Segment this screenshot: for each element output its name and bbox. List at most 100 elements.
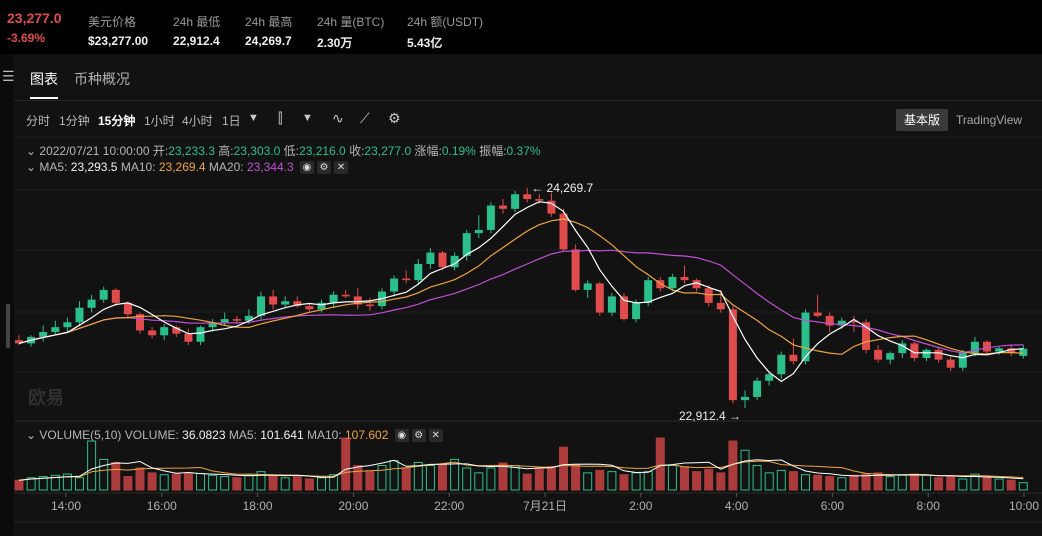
stat-label: 24h 额(USDT) [407,15,484,29]
volume-bar [123,476,133,491]
candle-body [27,336,36,344]
volume-bar [486,467,496,491]
volume-eye-icon[interactable]: ◉ [394,429,409,443]
volume-bar [171,473,181,491]
volume-bar [680,466,689,491]
volume-chevron-icon[interactable]: ⌄ [26,428,37,442]
timeframe-15m[interactable]: 15分钟 [98,114,136,128]
drawing-ruler-icon[interactable]: ⟋ [360,110,370,126]
tab-chart[interactable]: 图表 [30,71,58,87]
volume-bar [280,477,290,491]
candlestick-type-icon[interactable]: ⫿ [278,110,283,126]
volume-bar [62,473,72,491]
candle-body [148,330,157,336]
volume-bar [244,474,254,491]
volume-bar [401,467,411,491]
candle-body [874,349,883,360]
volume-bar [462,467,472,491]
change-label: 涨幅: [414,144,442,158]
candle-body [208,322,217,328]
amplitude-value: 0.37% [506,144,541,158]
candle-body [656,280,665,289]
candle-body [87,299,96,308]
volume-bar [26,477,36,491]
volume-bar [341,437,351,491]
x-tick-label: 14:00 [51,499,81,513]
volume-bar [752,465,762,491]
mode-basic[interactable]: 基本版 [896,109,949,131]
candle-body [620,296,628,320]
candle-body [813,312,822,316]
candle-body [462,233,471,256]
low-value: 23,216.0 [299,144,346,158]
watermark: 欧易 [28,387,64,408]
tab-coin-overview[interactable]: 币种概况 [74,71,130,87]
volume-ma5-value: 101.641 [260,428,304,442]
timeframe-1m[interactable]: 1分钟 [59,114,90,128]
timeframe-4h[interactable]: 4小时 [182,114,213,128]
volume-bar [934,477,944,491]
x-tick-label: 20:00 [338,499,368,513]
volume-bar [111,461,121,491]
timeframe-line[interactable]: 分时 [26,114,51,128]
volume-bar [208,474,218,491]
volume-bar [970,473,980,491]
volume-bar [522,473,532,491]
x-tick-label: 2:00 [629,499,653,513]
sidebar-scroll-handle[interactable] [6,304,10,348]
gear-icon[interactable]: ⚙ [317,161,332,175]
volume-bar [885,476,895,491]
volume-bar [595,469,605,491]
x-tick-label: 10:00 [1009,499,1039,513]
high-value: 23,303.0 [233,144,281,158]
volume-gear-icon[interactable]: ⚙ [411,429,426,443]
volume-ma10-label: MA10: [306,428,342,442]
chart-type-chevron-icon[interactable]: ▼ [302,112,313,124]
volume-bar [1018,482,1028,491]
candles [15,187,1028,408]
stat-value: 22,912.4 [173,34,220,48]
settings-gear-icon[interactable]: ⚙ [388,110,401,126]
stat-24h-low: 24h 最低 22,912.4 [173,13,220,48]
volume-bar [438,463,447,491]
mode-tradingview[interactable]: TradingView [956,113,1023,127]
ma-legend-chevron-icon[interactable]: ⌄ [26,160,37,174]
volume-close-icon[interactable]: ✕ [428,429,443,443]
candle-body [886,353,895,360]
candle-body [486,205,495,230]
timeframe-1d[interactable]: 1日 [222,114,241,128]
candle-body [777,354,786,375]
candle-body [837,320,846,326]
candle-body [801,312,810,362]
legend-chevron-icon[interactable]: ⌄ [26,144,37,158]
volume-legend: ⌄ VOLUME(5,10) VOLUME: 36.0823 MA5: 101.… [26,428,443,443]
volume-bar [196,472,205,491]
x-tick-label: 8:00 [917,499,941,513]
candle-body [196,327,205,342]
close-icon[interactable]: ✕ [334,161,349,175]
volume-bar [389,460,399,491]
menu-icon[interactable]: ☰ [2,68,15,84]
eye-icon[interactable]: ◉ [300,161,315,175]
candle-body [862,322,870,350]
volume-bar [655,437,665,491]
candle-body [632,302,641,320]
chevron-down-icon[interactable]: ▼ [248,112,259,124]
ma10-line [18,218,1024,355]
volume-bar [825,476,835,491]
volume-bar [474,472,484,491]
volume-bar [75,477,84,491]
x-tick-label: 7月21日 [523,499,567,513]
candle-body [583,283,592,290]
volume-bar [559,446,568,491]
candle-body [244,315,253,321]
timeframe-1h[interactable]: 1小时 [144,114,175,128]
candle-body [329,294,338,303]
close-value: 23,277.0 [364,144,412,158]
candle-body [958,353,967,368]
stat-value: $23,277.00 [88,34,149,48]
candle-body [305,306,314,310]
volume-bar [631,472,641,491]
indicator-wave-icon[interactable]: ∿ [332,110,344,126]
candle-body [789,354,798,362]
